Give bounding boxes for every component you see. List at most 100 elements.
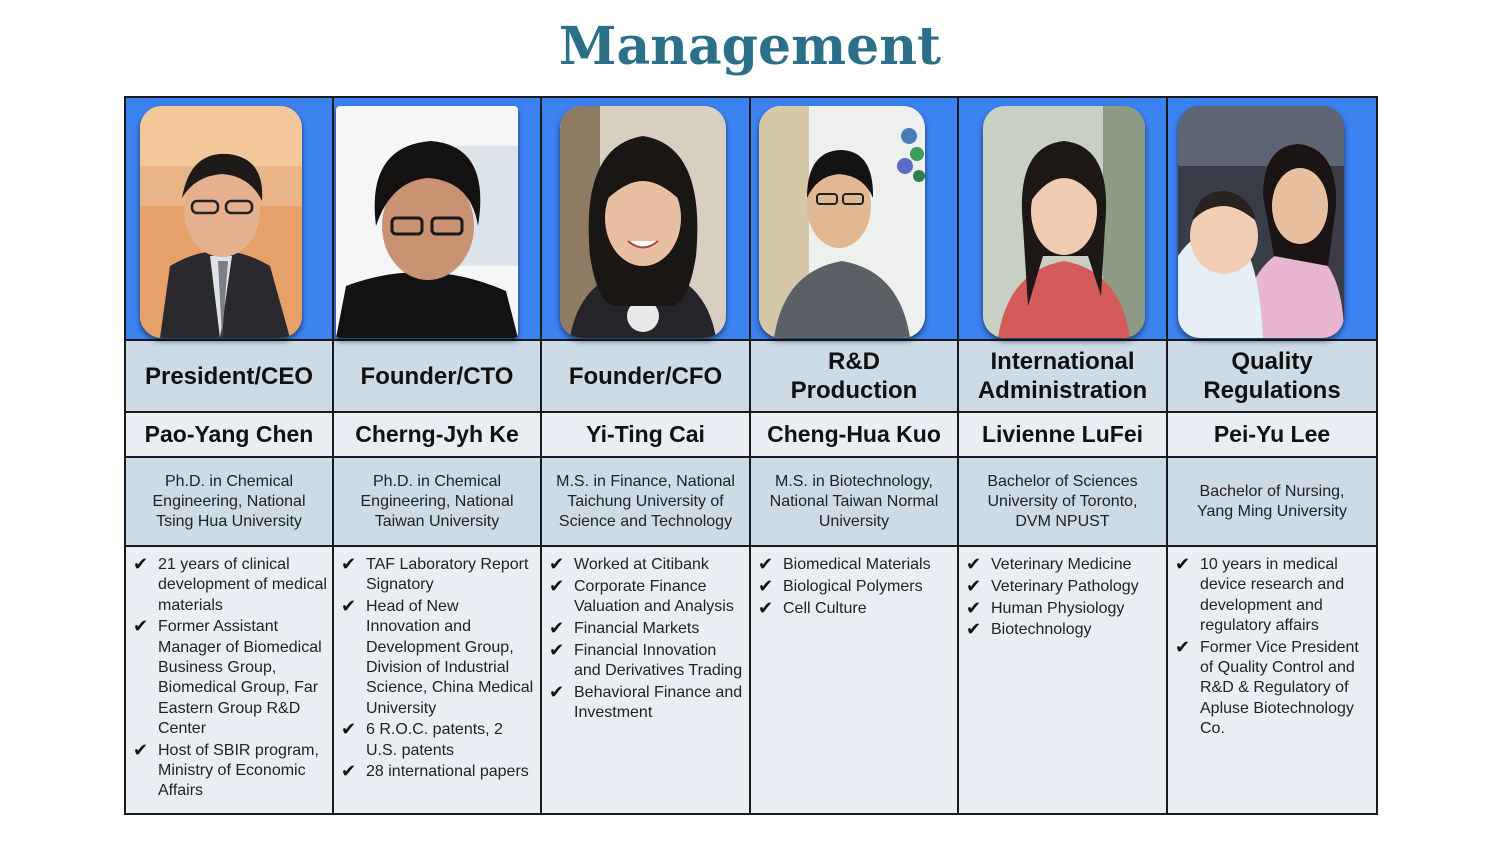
checkmark-icon: ✔ xyxy=(133,739,149,761)
portrait-photo xyxy=(983,106,1145,338)
highlights-cell: ✔ 10 years in medical device research and… xyxy=(1166,545,1378,815)
highlight-item: ✔ Veterinary Pathology xyxy=(963,575,1162,597)
education: M.S. in Finance, National Taichung Unive… xyxy=(540,456,751,547)
highlight-text: Veterinary Medicine xyxy=(991,556,1132,573)
portrait-photo xyxy=(336,106,518,338)
highlights-cell: ✔ Biomedical Materials ✔ Biological Polymer… xyxy=(749,545,959,815)
checkmark-icon: ✔ xyxy=(341,761,357,783)
checkmark-icon: ✔ xyxy=(758,554,774,575)
highlight-item: ✔ Worked at Citibank xyxy=(546,554,745,575)
checkmark-icon: ✔ xyxy=(966,554,982,575)
highlights-list: ✔ 10 years in medical device research and… xyxy=(1172,554,1372,739)
education: Bachelor of Nursing, Yang Ming Universit… xyxy=(1166,456,1378,547)
person-name: Cheng-Hua Kuo xyxy=(749,411,959,458)
highlight-item: ✔ 6 R.O.C. patents, 2 U.S. patents xyxy=(338,720,536,761)
management-table: President/CEO Founder/CTO Founder/CFO R&… xyxy=(124,96,1378,815)
highlight-text: 6 R.O.C. patents, 2 U.S. patents xyxy=(366,721,503,759)
highlight-item: ✔ TAF Laboratory Report Signatory xyxy=(338,554,536,596)
highlight-text: Cell Culture xyxy=(783,599,867,617)
highlights-list: ✔ TAF Laboratory Report Signatory ✔ Head of… xyxy=(338,554,536,783)
checkmark-icon: ✔ xyxy=(341,554,357,575)
highlights-cell: ✔ TAF Laboratory Report Signatory ✔ Head of… xyxy=(332,545,542,815)
portrait-photo xyxy=(560,106,726,338)
checkmark-icon: ✔ xyxy=(549,554,565,575)
photo-cell xyxy=(1166,96,1378,341)
role-title: Quality Regulations xyxy=(1166,339,1378,413)
highlight-item: ✔ Biotechnology xyxy=(963,619,1162,641)
highlights-list: ✔ Worked at Citibank ✔ Corporate Finance Va… xyxy=(546,554,745,724)
highlight-item: ✔ Human Physiology xyxy=(963,597,1162,619)
role-title: President/CEO xyxy=(124,339,334,413)
education: Bachelor of Sciences University of Toron… xyxy=(957,456,1168,547)
highlight-item: ✔ Cell Culture xyxy=(755,597,953,619)
person-name: Pei-Yu Lee xyxy=(1166,411,1378,458)
highlight-item: ✔ Biological Polymers xyxy=(755,575,953,597)
checkmark-icon: ✔ xyxy=(549,575,565,597)
education-text: Bachelor of Nursing, Yang Ming Universit… xyxy=(1197,482,1347,520)
checkmark-icon: ✔ xyxy=(758,597,774,619)
highlight-item: ✔ Financial Markets xyxy=(546,618,745,639)
role-title: International Administration xyxy=(957,339,1168,413)
education: Ph.D. in Chemical Engineering, National … xyxy=(124,456,334,547)
highlight-item: ✔ Former Assistant Manager of Biomedical … xyxy=(130,617,328,739)
highlight-text: 28 international papers xyxy=(366,763,529,781)
checkmark-icon: ✔ xyxy=(1175,636,1191,658)
checkmark-icon: ✔ xyxy=(133,616,149,638)
photo-cell xyxy=(957,96,1168,341)
role-title: Founder/CTO xyxy=(332,339,542,413)
checkmark-icon: ✔ xyxy=(549,639,565,661)
checkmark-icon: ✔ xyxy=(966,575,982,597)
highlight-item: ✔ Head of New Innovation and Development … xyxy=(338,596,536,719)
photo-row xyxy=(124,96,1378,341)
highlight-text: 10 years in medical device research and … xyxy=(1200,556,1345,634)
role-row: President/CEO Founder/CTO Founder/CFO R&… xyxy=(124,339,1378,413)
highlight-item: ✔ Biomedical Materials xyxy=(755,554,953,575)
highlight-text: Veterinary Pathology xyxy=(991,577,1139,595)
highlight-text: Host of SBIR program, Ministry of Econom… xyxy=(158,741,319,800)
highlight-item: ✔ Host of SBIR program, Ministry of Econo… xyxy=(130,739,328,802)
highlights-row: ✔ 21 years of clinical development of med… xyxy=(124,545,1378,815)
checkmark-icon: ✔ xyxy=(1175,554,1191,575)
highlight-text: Behavioral Finance and Investment xyxy=(574,683,743,722)
portrait-photo xyxy=(140,106,302,338)
highlight-text: Financial Innovation and Derivatives Tra… xyxy=(574,641,743,679)
highlights-cell: ✔ 21 years of clinical development of med… xyxy=(124,545,334,815)
highlight-text: Financial Markets xyxy=(574,619,700,637)
highlight-text: Biotechnology xyxy=(991,621,1092,639)
person-name: Livienne LuFei xyxy=(957,411,1168,458)
checkmark-icon: ✔ xyxy=(966,597,982,619)
role-title: Founder/CFO xyxy=(540,339,751,413)
highlight-text: Head of New Innovation and Development G… xyxy=(366,598,534,717)
highlights-list: ✔ Biomedical Materials ✔ Biological Polymer… xyxy=(755,554,953,619)
person-name: Pao-Yang Chen xyxy=(124,411,334,458)
education: Ph.D. in Chemical Engineering, National … xyxy=(332,456,542,547)
highlight-item: ✔ Corporate Finance Valuation and Analysi… xyxy=(546,575,745,618)
checkmark-icon: ✔ xyxy=(341,719,357,741)
checkmark-icon: ✔ xyxy=(549,681,565,703)
checkmark-icon: ✔ xyxy=(758,575,774,597)
photo-cell xyxy=(124,96,334,341)
checkmark-icon: ✔ xyxy=(341,596,357,618)
portrait-photo xyxy=(759,106,925,338)
highlight-item: ✔ Behavioral Finance and Investment xyxy=(546,681,745,724)
highlight-text: Former Assistant Manager of Biomedical B… xyxy=(158,618,322,737)
highlight-text: Biological Polymers xyxy=(783,577,923,595)
person-name: Yi-Ting Cai xyxy=(540,411,751,458)
highlight-text: TAF Laboratory Report Signatory xyxy=(366,556,529,594)
highlight-item: ✔ 10 years in medical device research and… xyxy=(1172,554,1372,636)
highlight-text: Human Physiology xyxy=(991,599,1125,617)
highlight-text: Former Vice President of Quality Control… xyxy=(1200,638,1359,737)
checkmark-icon: ✔ xyxy=(966,619,982,641)
checkmark-icon: ✔ xyxy=(133,554,149,575)
highlights-cell: ✔ Worked at Citibank ✔ Corporate Finance Va… xyxy=(540,545,751,815)
page-title: Management xyxy=(558,16,942,77)
name-row: Pao-Yang Chen Cherng-Jyh Ke Yi-Ting Cai … xyxy=(124,411,1378,458)
highlight-item: ✔ Former Vice President of Quality Contro… xyxy=(1172,636,1372,739)
portrait-photo xyxy=(1178,106,1344,338)
highlight-text: Biomedical Materials xyxy=(783,556,931,573)
highlight-item: ✔ Financial Innovation and Derivatives Tr… xyxy=(546,639,745,682)
photo-cell xyxy=(332,96,542,341)
highlight-item: ✔ Veterinary Medicine xyxy=(963,554,1162,575)
highlights-cell: ✔ Veterinary Medicine ✔ Veterinary Patholog… xyxy=(957,545,1168,815)
photo-cell xyxy=(749,96,959,341)
